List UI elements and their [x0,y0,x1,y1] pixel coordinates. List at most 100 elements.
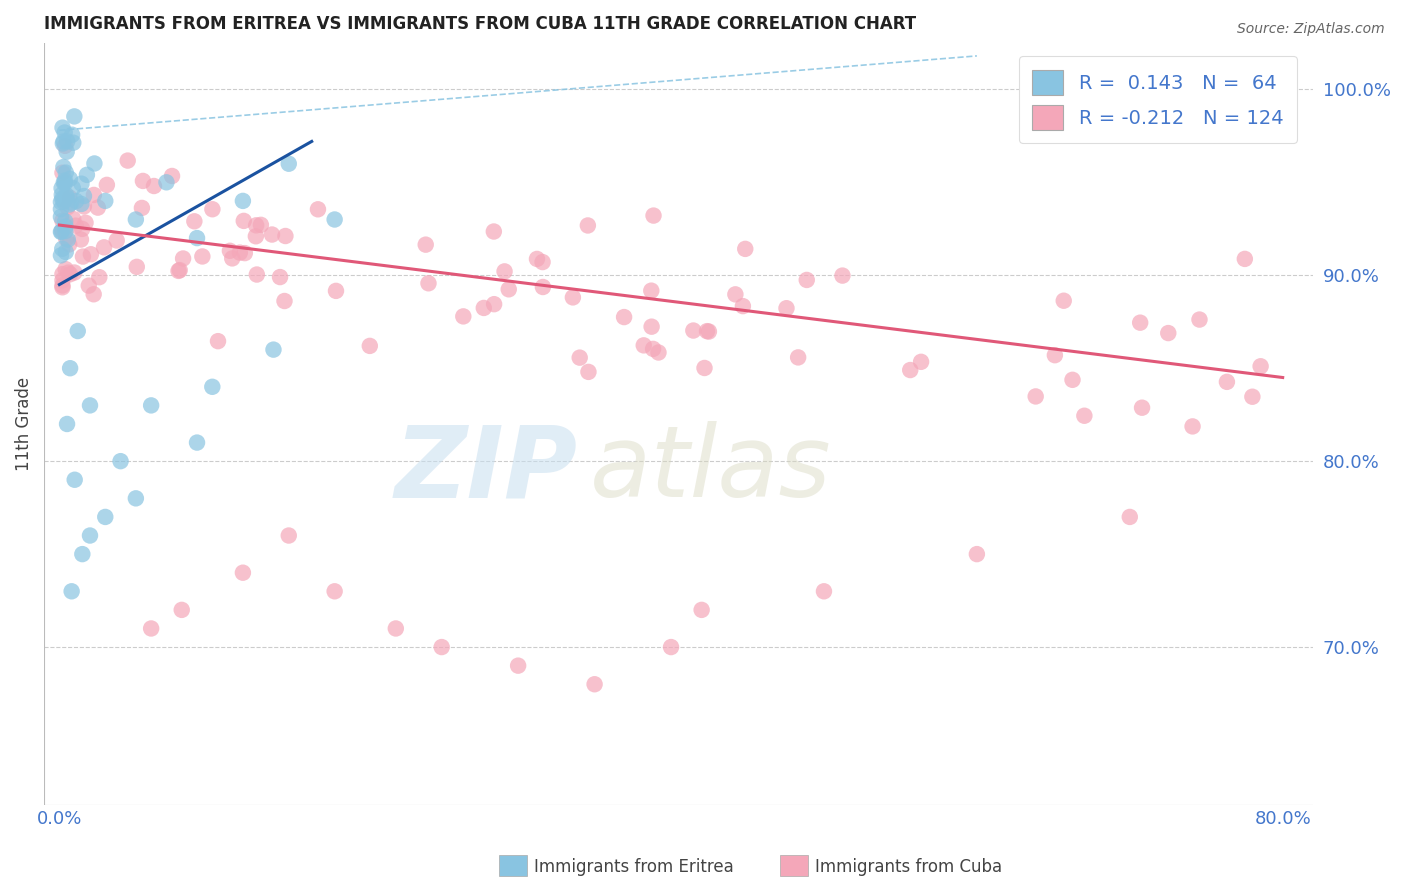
Point [65,194,87,208]
Point [277,528,299,542]
Point [494,264,516,278]
Point [58,197,80,211]
Point [141,398,163,412]
Point [51,225,73,239]
Point [232,214,254,228]
Point [568,351,591,365]
Point [70,233,93,247]
Point [966,547,988,561]
Point [60,128,83,142]
Point [59,361,82,376]
Point [55,232,77,246]
Point [83,287,105,301]
Point [73,199,96,213]
Point [63,109,86,123]
Point [682,324,704,338]
Point [633,338,655,352]
Point [52,176,75,190]
Point [70,177,93,191]
Point [66,324,89,338]
Point [246,268,269,282]
Point [578,365,600,379]
Point [49,210,72,224]
Point [796,273,818,287]
Point [52,194,75,209]
Point [1062,373,1084,387]
Point [697,325,720,339]
Point [1119,510,1142,524]
Point [83,188,105,202]
Point [482,297,505,311]
Point [647,345,669,359]
Point [60,584,83,599]
Point [55,191,77,205]
Point [453,310,475,324]
Point [274,229,297,244]
Point [55,262,77,277]
Point [831,268,853,283]
Point [51,214,73,228]
Point [62,136,84,150]
Point [232,566,254,580]
Point [260,227,283,242]
Point [385,622,408,636]
Point [430,640,453,654]
Point [49,194,72,209]
Point [813,584,835,599]
Point [63,266,86,280]
Point [482,225,505,239]
Point [56,200,79,214]
Point [72,250,94,264]
Point [186,231,208,245]
Point [125,260,148,274]
Point [1250,359,1272,374]
Point [359,339,381,353]
Point [53,224,76,238]
Point [201,202,224,217]
Point [70,222,93,236]
Point [219,244,242,258]
Point [186,435,208,450]
Point [690,603,713,617]
Point [1073,409,1095,423]
Point [49,202,72,216]
Point [53,176,76,190]
Point [83,156,105,170]
Point [55,188,77,202]
Point [1043,348,1066,362]
Point [531,255,554,269]
Point [105,234,128,248]
Point [526,252,548,266]
Point [643,342,665,356]
Point [49,225,72,239]
Point [1181,419,1204,434]
Point [250,218,273,232]
Point [531,280,554,294]
Point [62,181,84,195]
Point [56,233,79,247]
Point [561,290,583,304]
Point [576,219,599,233]
Point [94,510,117,524]
Point [79,528,101,542]
Point [787,351,810,365]
Point [696,324,718,338]
Point [245,229,267,244]
Point [170,603,193,617]
Point [58,191,80,205]
Point [51,223,73,237]
Point [141,622,163,636]
Point [263,343,285,357]
Legend: R =  0.143   N =  64, R = -0.212   N = 124: R = 0.143 N = 64, R = -0.212 N = 124 [1019,56,1298,144]
Point [72,547,94,561]
Point [229,245,252,260]
Point [418,277,440,291]
Point [277,157,299,171]
Point [58,237,80,252]
Point [1188,312,1211,326]
Point [307,202,329,217]
Point [323,584,346,599]
Point [415,237,437,252]
Point [233,246,256,260]
Point [1130,401,1153,415]
